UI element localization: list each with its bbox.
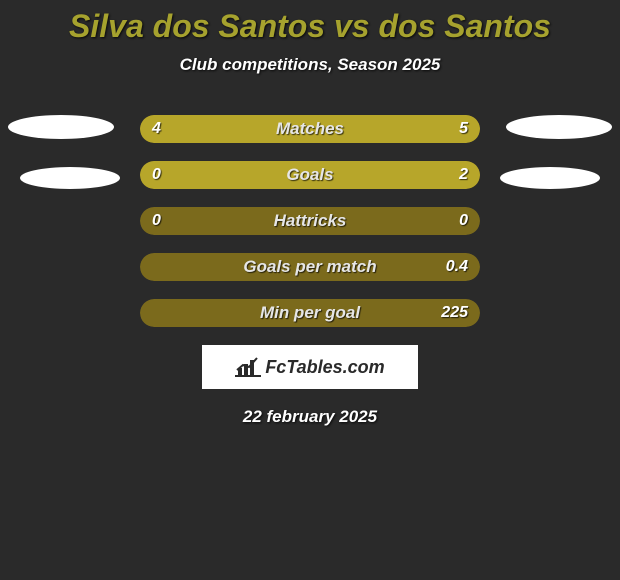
player-left-ellipse-1 — [8, 115, 114, 139]
player-right-ellipse-2 — [500, 167, 600, 189]
stat-bar-track — [140, 253, 480, 281]
subtitle: Club competitions, Season 2025 — [0, 55, 620, 75]
stat-bar-goals: Goals02 — [140, 161, 480, 189]
stats-area: Matches45 Goals02 Hattricks00 Goals per mat… — [0, 115, 620, 427]
player-right-ellipse-1 — [506, 115, 612, 139]
stat-bar-track — [140, 299, 480, 327]
stat-bar-fill-left — [140, 115, 290, 143]
stat-bar-fill-right — [290, 115, 480, 143]
stat-bar-fill-left — [140, 161, 208, 189]
stat-bar-gpm: Goals per match0.4 — [140, 253, 480, 281]
brand-logo-box: FcTables.com — [202, 345, 418, 389]
stat-bar-hattricks: Hattricks00 — [140, 207, 480, 235]
stat-bar-mpg: Min per goal225 — [140, 299, 480, 327]
bar-chart-icon — [235, 356, 261, 378]
page-title: Silva dos Santos vs dos Santos — [0, 0, 620, 45]
stat-bar-track — [140, 207, 480, 235]
date-text: 22 february 2025 — [0, 407, 620, 427]
player-left-ellipse-2 — [20, 167, 120, 189]
stat-bar-matches: Matches45 — [140, 115, 480, 143]
brand-logo-text: FcTables.com — [265, 357, 384, 378]
stat-bars: Matches45 Goals02 Hattricks00 Goals per mat… — [0, 115, 620, 327]
stat-bar-fill-right — [208, 161, 480, 189]
